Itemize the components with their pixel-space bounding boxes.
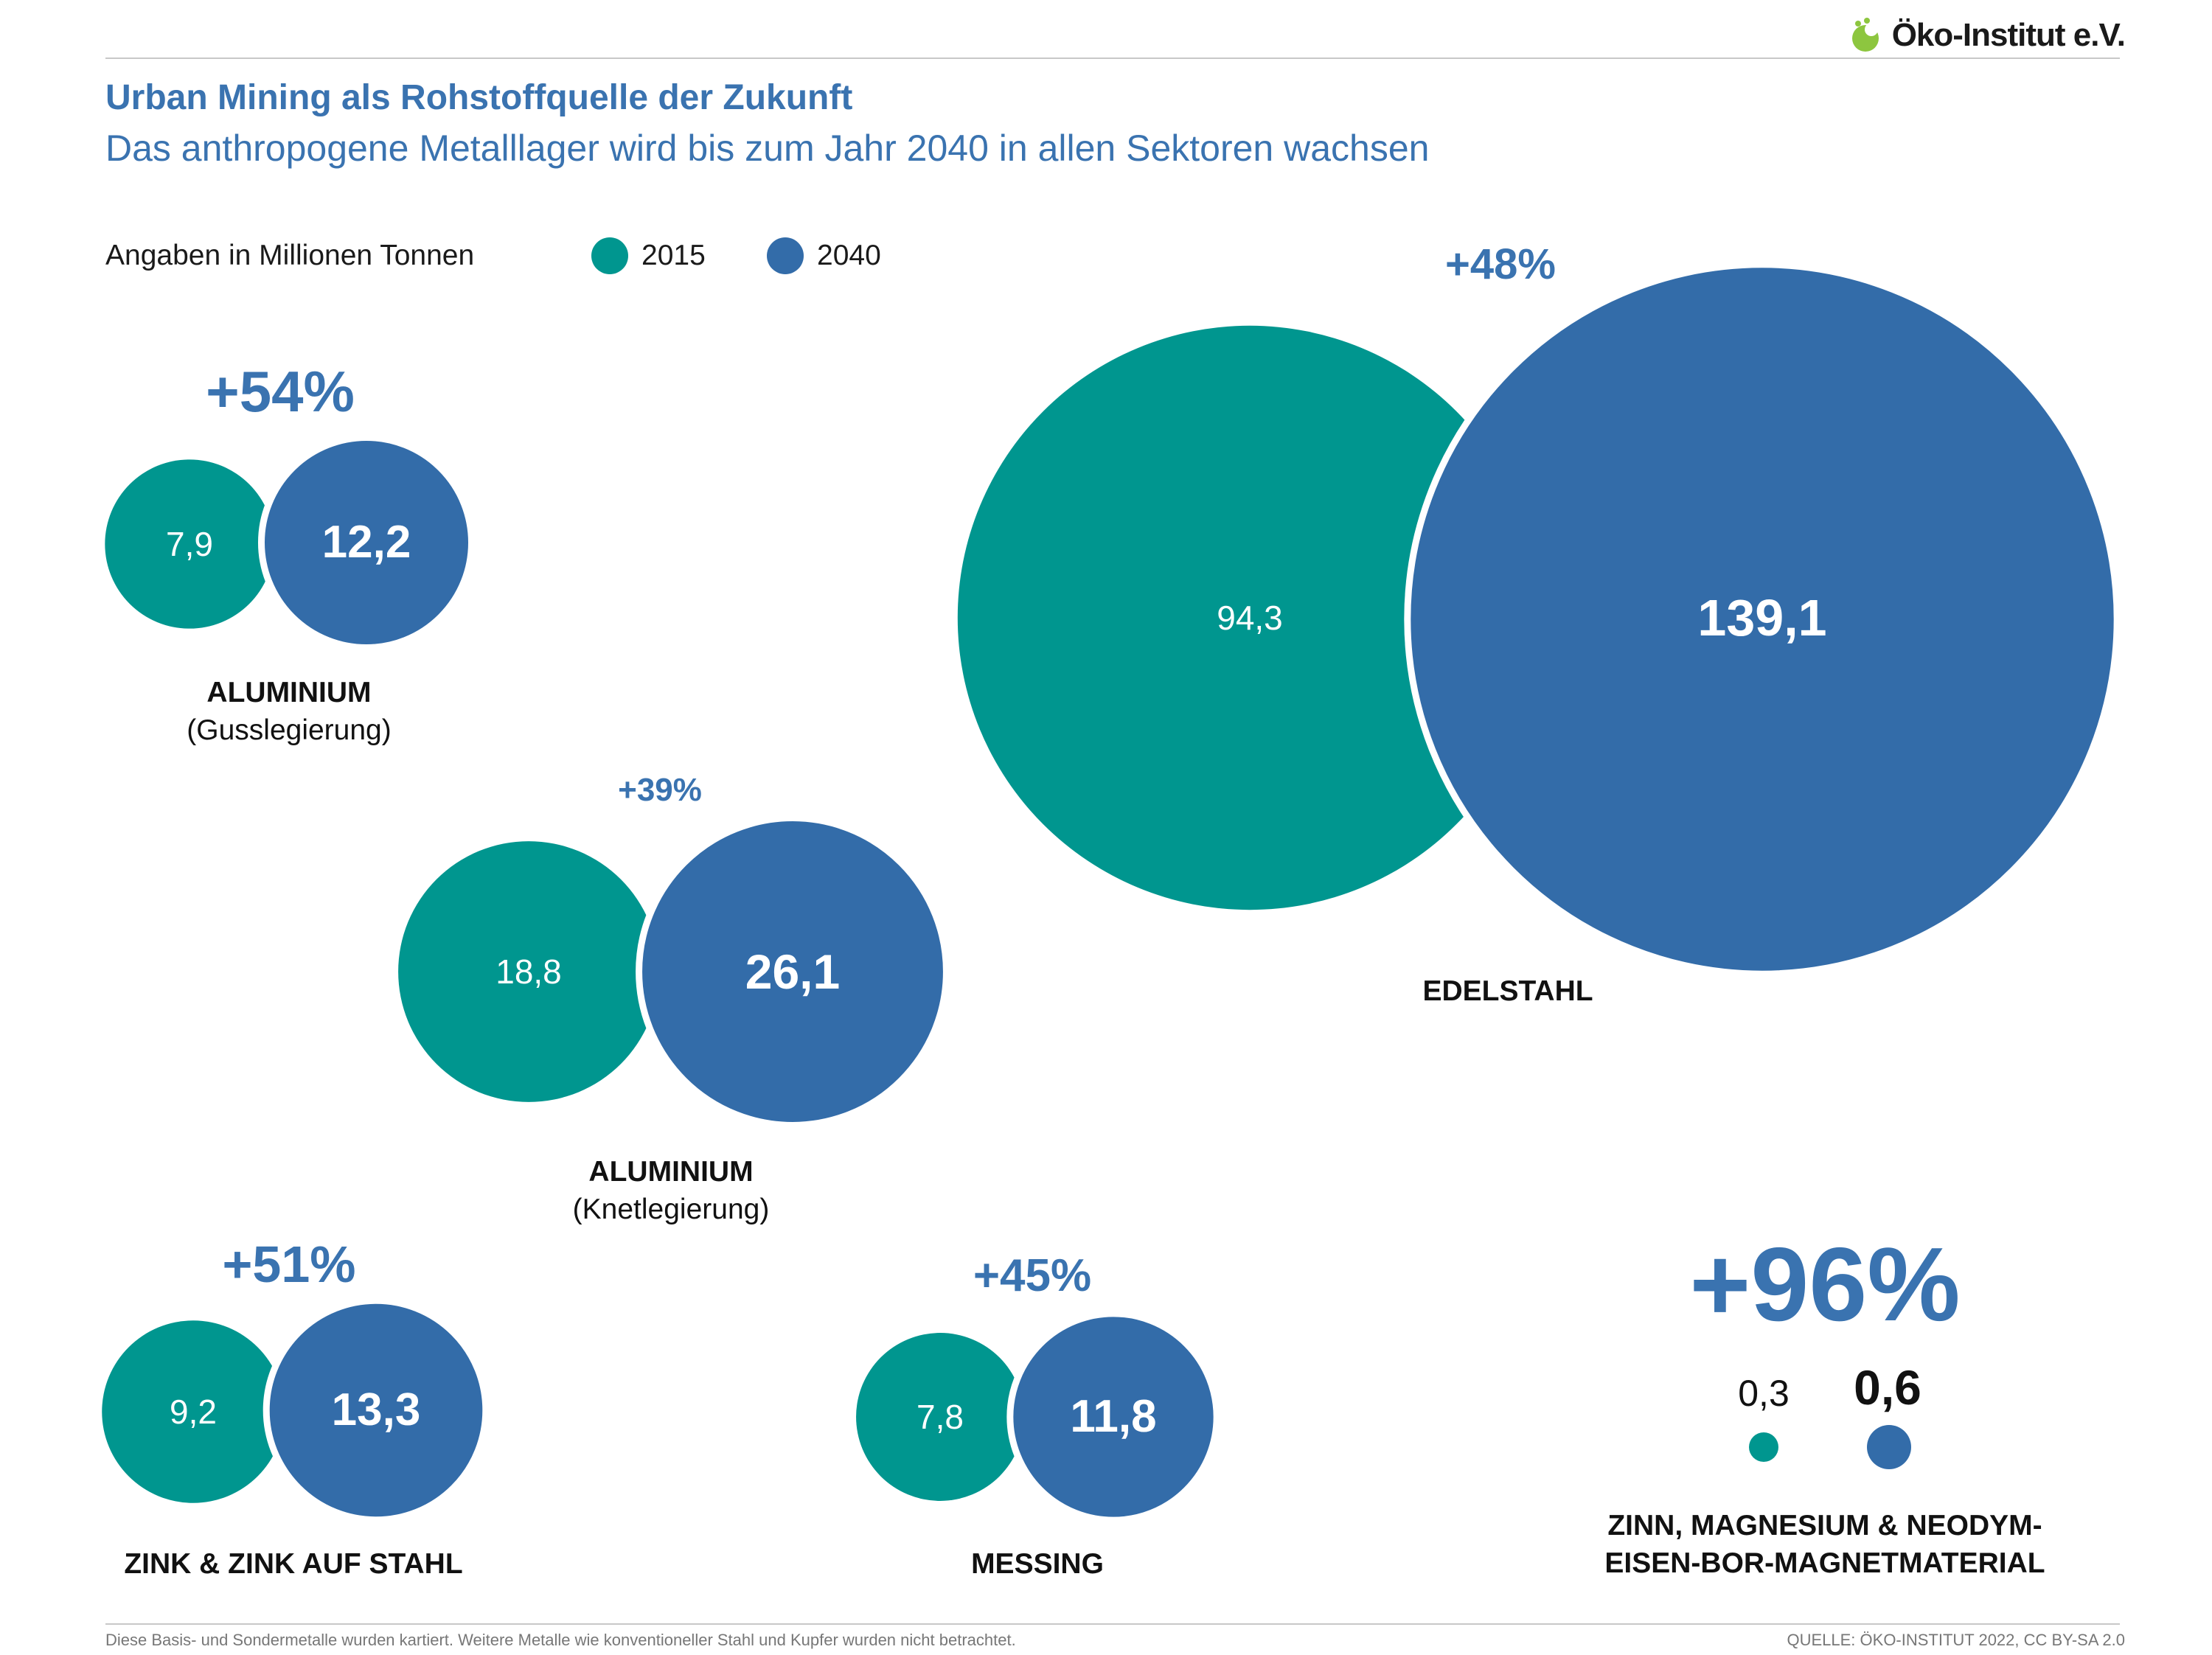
leaf-icon [1851,18,1879,52]
legend-label-2040: 2040 [817,240,881,271]
footer-divider [105,1623,2120,1625]
bubble-2015-aluminium-guss [105,459,274,629]
value-2015-zinn: 0,3 [1738,1373,1790,1414]
change-label-aluminium-knet: +39% [618,772,702,808]
category-name: ZINK & ZINK AUF STAHL [124,1548,463,1580]
chart-title: Urban Mining als Rohstoffquelle der Zuku… [105,78,853,117]
category-name: ZINN, MAGNESIUM & NEODYM- [1607,1510,2042,1541]
category-sub: (Knetlegierung) [572,1193,770,1225]
value-2040-messing: 11,8 [1070,1391,1157,1442]
legend-item-2040: 2040 [767,237,881,274]
bubble-2015-zink [102,1320,285,1503]
bubble-2015-aluminium-knet [398,841,659,1102]
category-name-cont: EISEN-BOR-MAGNETMATERIAL [1604,1547,2045,1579]
logo: Öko-Institut e.V. [1846,13,2126,58]
bubble-2040-zink [262,1297,490,1524]
header-divider [105,58,2120,59]
category-name: ALUMINIUM [588,1156,754,1188]
legend-swatch-2015 [591,237,628,274]
value-2015-edelstahl: 94,3 [1217,599,1283,637]
category-label-zink: ZINK & ZINK AUF STAHL [124,1546,462,1583]
footer-note: Diese Basis- und Sondermetalle wurden ka… [105,1631,1016,1649]
value-2040-aluminium-guss: 12,2 [321,517,411,568]
change-label-zink: +51% [222,1236,356,1293]
category-name: ALUMINIUM [206,677,372,708]
footer-source: QUELLE: ÖKO-INSTITUT 2022, CC BY-SA 2.0 [1787,1631,2125,1649]
bubble-2040-zinn [1867,1425,1911,1469]
chart-subtitle: Das anthropogene Metalllager wird bis zu… [105,128,1430,169]
category-name: MESSING [971,1548,1104,1580]
bubble-2015-messing [856,1333,1024,1501]
change-label-edelstahl: +48% [1445,240,1556,288]
unit-note: Angaben in Millionen Tonnen [105,240,475,271]
value-2015-zink: 9,2 [170,1393,217,1431]
change-label-messing: +45% [973,1250,1092,1301]
legend-swatch-2040 [767,237,804,274]
value-2040-zink: 13,3 [331,1384,421,1435]
legend-label-2015: 2015 [641,240,706,271]
value-2040-zinn: 0,6 [1854,1360,1921,1415]
value-2015-aluminium-knet: 18,8 [495,952,562,991]
bubble-2040-messing [1006,1310,1220,1524]
bubble-2040-edelstahl [1404,261,2121,978]
category-sub: (Gusslegierung) [187,714,392,746]
bubble-2040-aluminium-guss [257,433,476,652]
category-label-aluminium-knet: ALUMINIUM (Knetlegierung) [573,1154,770,1228]
category-name: EDELSTAHL [1422,975,1593,1007]
category-label-zinn: ZINN, MAGNESIUM & NEODYM- EISEN-BOR-MAGN… [1604,1508,2045,1582]
change-label-aluminium-guss: +54% [206,359,355,424]
logo-text: Öko-Institut e.V. [1891,17,2126,53]
bubble-2015-zinn [1749,1432,1778,1462]
value-2015-messing: 7,8 [917,1398,964,1436]
category-label-aluminium-guss: ALUMINIUM (Gusslegierung) [187,675,391,749]
value-2040-edelstahl: 139,1 [1697,589,1827,647]
change-label-zinn: +96% [1689,1226,1961,1343]
bubble-2040-aluminium-knet [636,815,950,1129]
bubble-2015-edelstahl [957,325,1543,910]
value-2040-aluminium-knet: 26,1 [745,944,841,999]
legend-item-2015: 2015 [591,237,706,274]
category-label-edelstahl: EDELSTAHL [1422,973,1593,1011]
value-2015-aluminium-guss: 7,9 [166,525,213,563]
category-label-messing: MESSING [971,1546,1104,1583]
